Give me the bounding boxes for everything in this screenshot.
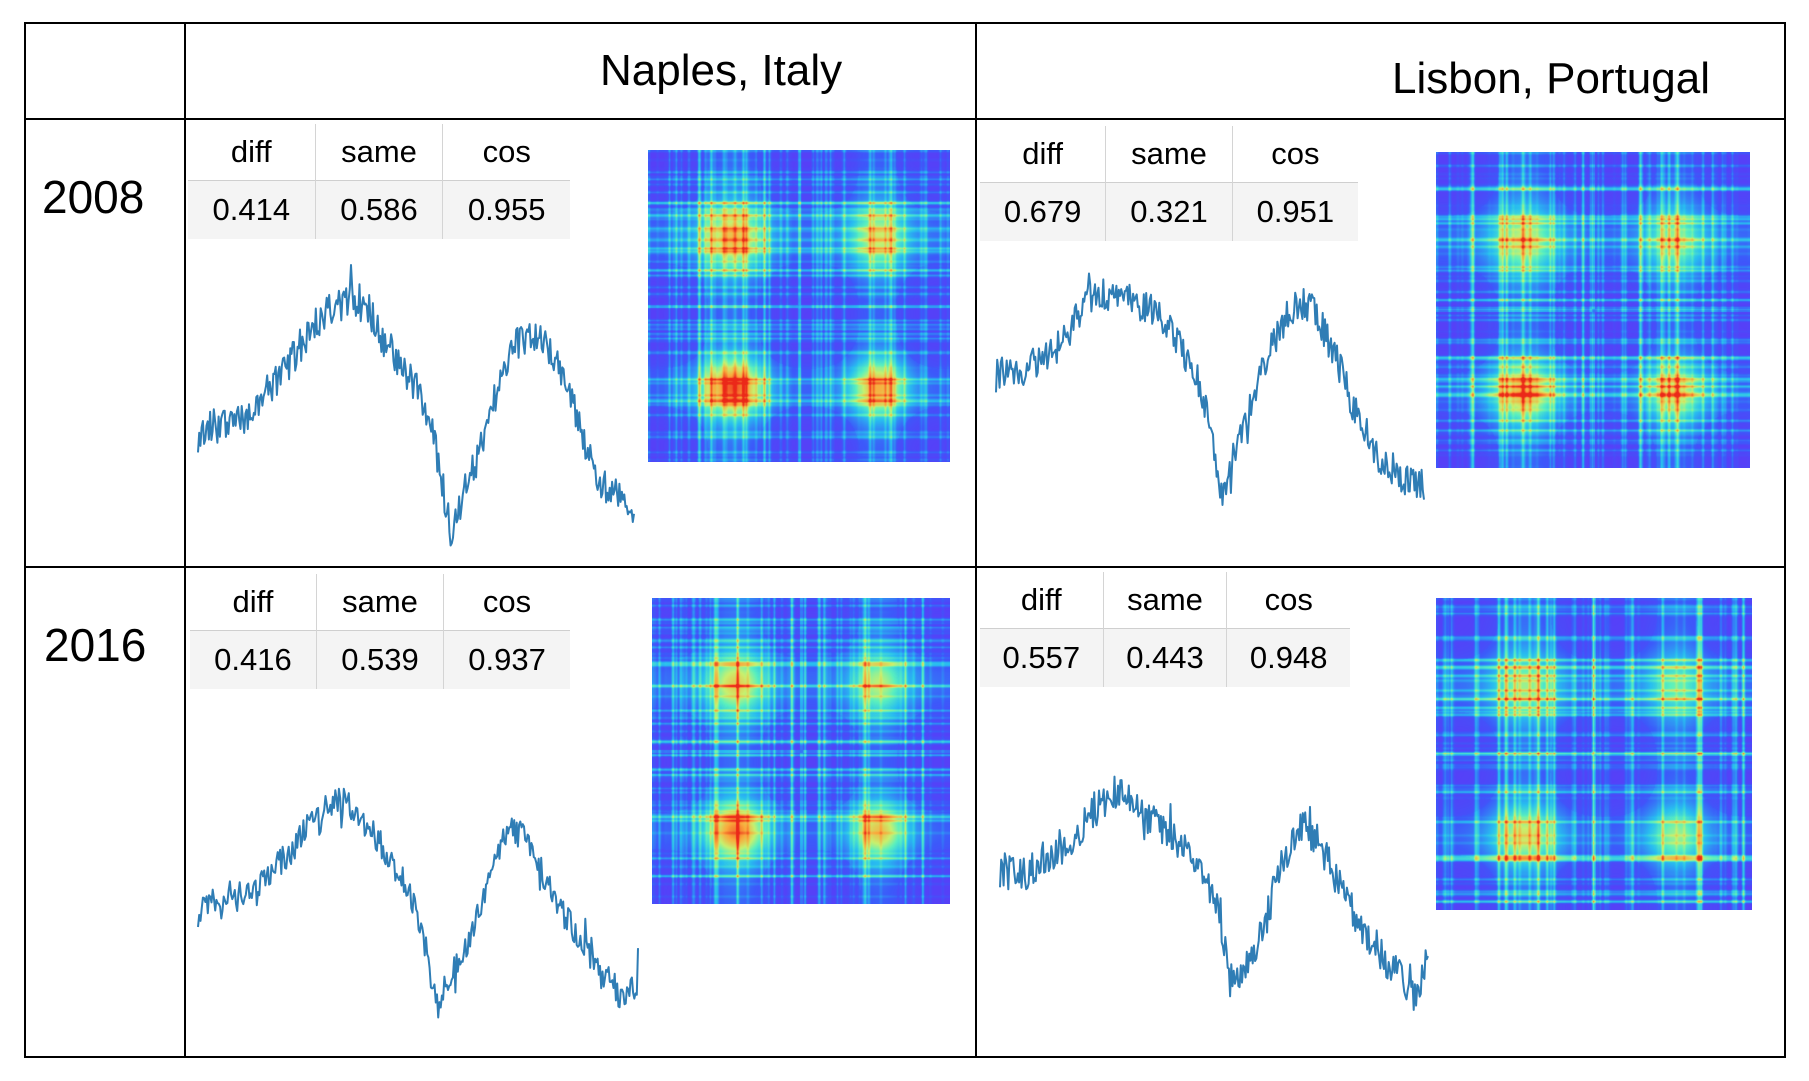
table-border-header: [24, 118, 1786, 120]
stat-value-diff: 0.679: [980, 182, 1106, 241]
column-title-lisbon: Lisbon, Portugal: [1392, 54, 1710, 103]
series-line: [197, 787, 639, 1019]
stat-value-cos: 0.937: [443, 630, 570, 689]
stats-table-naples-2016: diff same cos 0.416 0.539 0.937: [190, 574, 570, 689]
table-border-middle: [24, 566, 1786, 568]
stat-header-cos: cos: [443, 574, 570, 631]
series-plot-naples-2008: [197, 264, 635, 547]
table-divider-city: [975, 22, 977, 1058]
series-plot-lisbon-2008: [995, 272, 1425, 506]
stats-table-lisbon-2008: diff same cos 0.679 0.321 0.951: [980, 126, 1358, 241]
row-label-2016: 2016: [44, 619, 147, 671]
stat-header-diff: diff: [1020, 582, 1062, 617]
heatmap-naples-2008: [648, 150, 950, 462]
table-border-left: [24, 22, 26, 1058]
stat-header-same: same: [314, 124, 443, 181]
column-title-naples: Naples, Italy: [600, 46, 843, 95]
stat-header-cos: cos: [442, 124, 570, 181]
heatmap-naples-2016: [652, 598, 950, 904]
series-plot-lisbon-2016: [999, 775, 1429, 1011]
stat-value-same: 0.539: [315, 630, 444, 689]
stat-value-cos: 0.955: [442, 180, 570, 239]
stat-header-diff: diff: [230, 134, 272, 169]
series-line: [995, 272, 1425, 506]
stat-value-diff: 0.414: [188, 180, 316, 239]
row-label-2008: 2008: [42, 171, 145, 223]
stat-header-same: same: [1102, 572, 1227, 629]
stat-header-diff: diff: [1022, 136, 1063, 171]
series-line: [999, 775, 1429, 1011]
heatmap-lisbon-2008: [1436, 152, 1750, 468]
series-plot-naples-2016: [197, 787, 639, 1019]
stat-header-cos: cos: [1231, 126, 1358, 183]
stat-value-cos: 0.948: [1226, 628, 1350, 687]
stats-table-naples-2008: diff same cos 0.414 0.586 0.955: [188, 124, 570, 239]
stat-value-same: 0.321: [1105, 182, 1233, 241]
stat-value-cos: 0.951: [1231, 182, 1358, 241]
table-border-right: [1784, 22, 1786, 1058]
stat-value-same: 0.586: [314, 180, 443, 239]
stat-header-cos: cos: [1226, 572, 1350, 629]
table-border-top: [24, 22, 1786, 24]
stat-header-diff: diff: [232, 584, 274, 619]
series-line: [197, 264, 635, 547]
stat-header-same: same: [315, 574, 444, 631]
heatmap-lisbon-2016: [1436, 598, 1752, 910]
stat-value-diff: 0.557: [980, 628, 1104, 687]
table-divider-year: [184, 22, 186, 1058]
stat-value-diff: 0.416: [190, 630, 317, 689]
table-border-bottom: [24, 1056, 1786, 1058]
stat-header-same: same: [1105, 126, 1233, 183]
stat-value-same: 0.443: [1102, 628, 1227, 687]
stats-table-lisbon-2016: diff same cos 0.557 0.443 0.948: [980, 572, 1350, 687]
